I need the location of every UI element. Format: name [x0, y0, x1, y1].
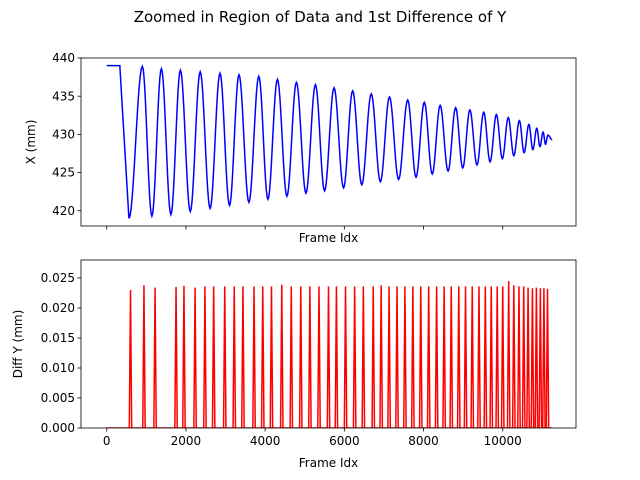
x-tick-label: 10000 — [484, 434, 522, 448]
spike — [307, 286, 312, 428]
spike — [442, 286, 447, 428]
spike — [500, 286, 505, 428]
spike — [517, 286, 521, 428]
y-tick-label: 435 — [52, 89, 75, 103]
y-tick-label: 0.015 — [41, 331, 75, 345]
spike — [279, 284, 284, 428]
spike — [174, 286, 178, 428]
y-axis-label: Diff Y (mm) — [11, 310, 25, 379]
spike — [182, 285, 186, 428]
axes-frame — [80, 57, 577, 227]
x-axis-label: Frame Idx — [299, 231, 358, 245]
y-tick-label: 420 — [52, 204, 75, 218]
x-tick-label: 2000 — [171, 434, 202, 448]
spike — [526, 287, 531, 428]
spike — [530, 288, 535, 428]
spike — [371, 286, 376, 428]
spike — [361, 286, 366, 428]
x-tick-label: 4000 — [250, 434, 281, 448]
x-axis-label: Frame Idx — [299, 456, 358, 470]
spike — [418, 286, 423, 428]
spike — [426, 286, 431, 428]
spike — [511, 285, 516, 428]
spike — [395, 286, 399, 428]
spike — [352, 286, 357, 428]
y-tick-label: 0.000 — [41, 421, 75, 435]
spike — [153, 287, 157, 428]
spike — [334, 286, 339, 428]
y-tick-label: 0.025 — [41, 271, 75, 285]
spike — [434, 286, 439, 428]
spike — [483, 286, 488, 428]
spike — [402, 286, 407, 428]
spike — [326, 286, 331, 428]
x-tick-label: 6000 — [329, 434, 360, 448]
spike — [193, 287, 197, 428]
spike — [128, 289, 133, 428]
bottom-plot: 0 2000 4000 6000 8000 10000 0.000 0.005 0.010 0.0… — [11, 259, 577, 470]
spike — [545, 288, 550, 428]
spike — [541, 288, 546, 428]
y-tick-label: 0.010 — [41, 361, 75, 375]
spike — [489, 286, 494, 428]
spike — [449, 286, 454, 428]
x-tick-label: 0 — [103, 434, 111, 448]
spike — [241, 286, 245, 428]
spike — [298, 286, 303, 428]
spike — [521, 286, 526, 428]
spike — [410, 286, 415, 428]
spike — [317, 286, 321, 428]
spike — [343, 286, 348, 428]
spike — [495, 286, 500, 428]
spike — [470, 286, 475, 428]
spike — [387, 286, 392, 428]
top-plot: 420 425 430 435 440 Frame Idx X (mm) — [24, 51, 577, 245]
spike — [142, 285, 146, 428]
spike — [534, 287, 539, 428]
spike — [463, 286, 468, 428]
x-tick-label: 8000 — [408, 434, 439, 448]
spike — [232, 286, 237, 428]
spike — [260, 286, 265, 428]
y-axis-label: X (mm) — [24, 120, 38, 165]
series-line — [106, 64, 553, 219]
spike — [252, 286, 256, 428]
spike — [456, 286, 461, 428]
spike — [538, 288, 543, 428]
y-tick-label: 425 — [52, 166, 75, 180]
spike — [269, 286, 274, 428]
spike — [506, 280, 511, 428]
spike — [211, 286, 216, 428]
spike — [222, 286, 227, 428]
spike — [477, 286, 481, 428]
axes-frame — [80, 259, 577, 429]
spike — [379, 285, 384, 428]
y-tick-label: 440 — [52, 51, 75, 65]
figure-title: Zoomed in Region of Data and 1st Differe… — [134, 8, 507, 26]
y-tick-label: 430 — [52, 128, 75, 142]
spike — [289, 286, 294, 428]
y-tick-label: 0.005 — [41, 391, 75, 405]
y-tick-label: 0.020 — [41, 301, 75, 315]
spike — [203, 286, 207, 428]
